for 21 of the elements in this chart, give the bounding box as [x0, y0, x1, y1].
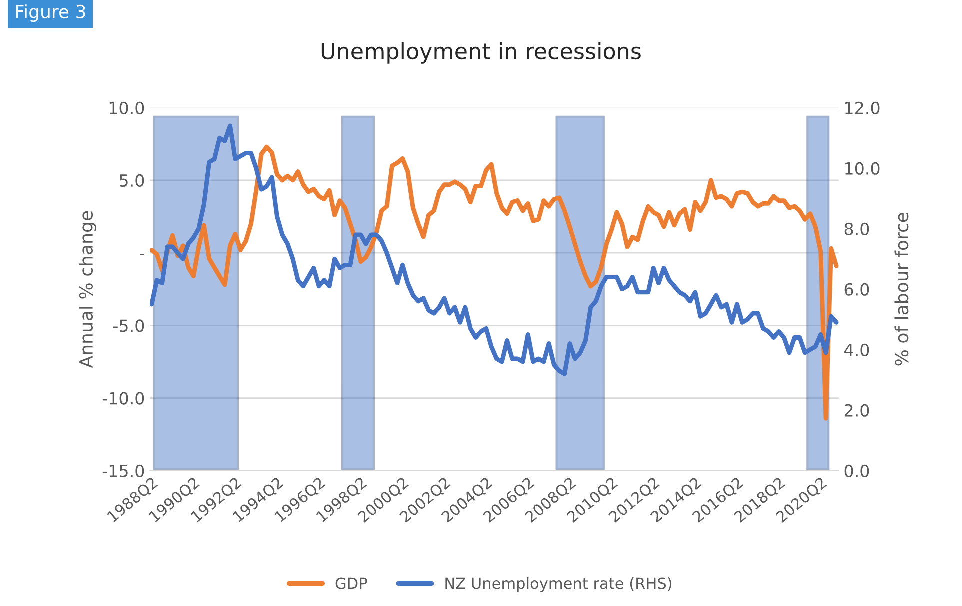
y-axis-title: Annual % change	[79, 211, 97, 368]
y-tick-label: 5.0	[120, 174, 144, 188]
y2-tick-label: 2.0	[844, 404, 870, 417]
line-series	[150, 144, 839, 421]
y2-tick-label: 4.0	[844, 344, 870, 356]
y2-tick-label: 6.0	[844, 283, 870, 296]
y-tick-label: -5.0	[114, 320, 144, 332]
y-tick-label: 10.0	[110, 102, 144, 114]
legend-label: NZ Unemployment rate (RHS)	[446, 577, 672, 592]
y-tick-label: -15.0	[102, 464, 144, 478]
caption: Figure 3	[16, 4, 86, 22]
y2-axis-title: % of labour force	[894, 212, 909, 366]
y2-tick-label: 0.0	[844, 464, 870, 478]
y-tick-label: -10.0	[102, 392, 144, 405]
y2-tick-label: 10.0	[846, 162, 880, 175]
y-tick-label: -	[140, 254, 144, 256]
line-series	[150, 124, 839, 376]
legend-label: GDP	[336, 578, 368, 590]
y2-tick-label: 8.0	[844, 222, 870, 236]
chart-title: Unemployment in recessions	[322, 42, 641, 64]
y2-tick-label: 12.0	[846, 102, 880, 114]
